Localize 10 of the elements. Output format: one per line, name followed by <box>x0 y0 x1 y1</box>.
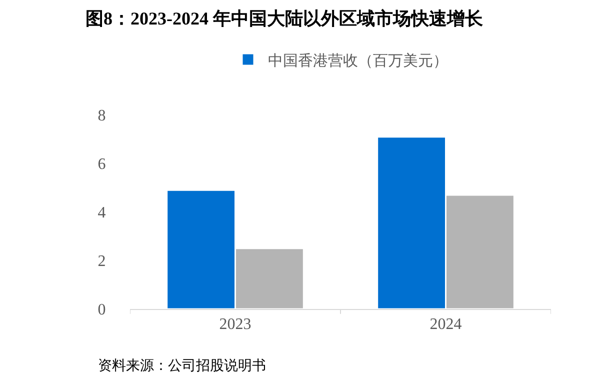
y-tick-label: 2 <box>98 253 106 270</box>
text: 资料来源：公司招股说明书 <box>98 358 266 374</box>
x-tick-label: 2024 <box>430 316 462 334</box>
x-tick-label: 2023 <box>219 316 252 334</box>
y-tick-label: 4 <box>98 204 106 222</box>
chart-title: 图8：2023-2024 年中国大陆以外区域市场快速增长 <box>86 8 484 28</box>
legend-label: 中国香港营收（百万美元） <box>268 52 448 70</box>
y-tick-label: 6 <box>98 156 106 174</box>
y-tick-label: 0 <box>98 302 106 319</box>
y-tick-label: 8 <box>98 108 106 125</box>
